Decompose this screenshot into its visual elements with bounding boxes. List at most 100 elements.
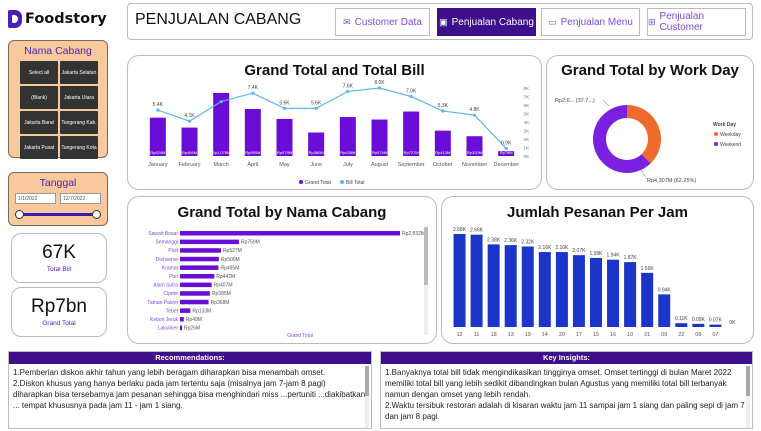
- weekend-leader-line: [602, 99, 610, 107]
- cabang-bar: [180, 308, 191, 313]
- per-jam-data-label: 2.38K: [487, 237, 501, 243]
- weekend-slice-label: Rp2,6... (37.7...): [555, 98, 595, 104]
- slicer-option[interactable]: Jakarta Pusat: [20, 136, 58, 159]
- cabang-bar: [180, 299, 209, 305]
- legend-swatch-bill-total: [340, 180, 344, 184]
- per-jam-bar: [658, 294, 671, 327]
- month-tick-label: June: [310, 162, 322, 168]
- grand-total-bar: [403, 111, 420, 156]
- grand-total-bar: [149, 117, 166, 156]
- cabang-bar: [180, 282, 212, 288]
- hour-tick-label: 11: [474, 332, 480, 338]
- hour-tick-label: 07: [712, 332, 718, 338]
- bar-data-label: Rp380M: [309, 150, 324, 155]
- slicer-option[interactable]: Tangerang Kota: [60, 136, 98, 159]
- weekend-slice: [593, 105, 651, 173]
- slicer-option[interactable]: Jakarta Selatan: [60, 61, 98, 84]
- nav-penjualan-cabang-button[interactable]: ▣ Penjualan Cabang: [437, 8, 536, 36]
- per-jam-data-label: 0.09K: [692, 317, 706, 323]
- slicer-option[interactable]: Select all: [20, 61, 58, 84]
- y2-tick-label: 8K: [523, 86, 529, 91]
- hour-tick-label: 20: [559, 332, 565, 338]
- month-tick-label: October: [433, 162, 453, 168]
- recommendations-text: 1.Pemberian diskon akhir tahun yang lebi…: [9, 364, 371, 414]
- end-date-input[interactable]: 12/7/2022: [60, 193, 101, 204]
- nama-cabang-title: Nama Cabang: [24, 45, 92, 57]
- legend-label: Weekday: [720, 132, 741, 138]
- grand-total-bar: [371, 119, 388, 156]
- bill-total-point: [377, 86, 382, 90]
- month-tick-label: November: [462, 162, 488, 168]
- legend-swatch-grand-total: [299, 180, 303, 184]
- per-jam-bar: [692, 323, 705, 327]
- legend-label: Grand Total: [305, 180, 331, 186]
- cabang-data-label: Rp368M: [211, 300, 230, 306]
- cabang-data-label: Rp133M: [192, 308, 211, 314]
- per-jam-data-label: 2.07K: [572, 248, 586, 254]
- cabang-data-label: Rp49M: [186, 317, 202, 323]
- per-jam-data-label: 1.56K: [641, 266, 655, 272]
- weekday-slice: [627, 105, 661, 164]
- hour-tick-label: 16: [610, 332, 616, 338]
- workday-chart-panel: Grand Total by Work Day Rp2,6... (37.7..…: [546, 55, 754, 190]
- cabang-data-label: Rp527M: [223, 248, 242, 254]
- per-jam-bar: [487, 244, 500, 327]
- nav-penjualan-customer-button[interactable]: ⊞ Penjualan Customer: [647, 8, 746, 36]
- bill-total-point: [409, 94, 413, 99]
- per-jam-bar: [709, 324, 722, 327]
- per-jam-bar: [521, 246, 534, 327]
- cabang-data-label: Rp385M: [212, 291, 231, 297]
- grand-total-bar: [466, 136, 483, 156]
- slicer-option[interactable]: Jakarta Barat: [20, 111, 58, 134]
- cabang-chart-title: Grand Total by Nama Cabang: [177, 204, 387, 221]
- month-tick-label: July: [343, 162, 353, 168]
- grand-total-bar: [339, 117, 356, 156]
- y2-tick-label: 3K: [523, 129, 529, 134]
- envelope-icon: ✉: [343, 16, 351, 27]
- slicer-option[interactable]: Tangerang Kab.: [60, 111, 98, 134]
- insights-title: Key Insights:: [381, 352, 752, 364]
- y2-tick-label: 7K: [523, 95, 529, 100]
- per-jam-bar: [590, 257, 602, 327]
- per-jam-data-label: 1.87K: [624, 255, 638, 261]
- nav-penjualan-menu-button[interactable]: ▭ Penjualan Menu: [541, 8, 640, 36]
- recommendations-title: Recommendations:: [9, 352, 371, 364]
- cabang-tick-label: Alam Sutra: [153, 283, 178, 289]
- legend-title: Work Day: [713, 122, 736, 128]
- bar-data-label: Rp413M: [435, 150, 450, 155]
- per-jam-bar: [470, 234, 483, 327]
- hour-tick-label: 09: [661, 332, 667, 338]
- cabang-tick-label: Kebon Jeruk: [150, 317, 179, 323]
- cabang-data-label: Rp2,832M: [402, 231, 425, 237]
- date-slider-start-handle[interactable]: [15, 210, 24, 219]
- insights-scrollbar[interactable]: [746, 366, 750, 428]
- per-jam-bar: [572, 255, 585, 327]
- hour-tick-label: 19: [525, 332, 531, 338]
- date-slider-end-handle[interactable]: [92, 210, 101, 219]
- date-slider-track[interactable]: [15, 210, 101, 219]
- slicer-option[interactable]: (Blank): [20, 86, 58, 109]
- y2-tick-label: 6K: [523, 103, 529, 108]
- cabang-data-label: Rp407M: [214, 283, 233, 289]
- bookmark-icon: ▣: [439, 16, 448, 27]
- cabang-tick-label: Dishserve: [156, 257, 178, 263]
- bar-data-label: Rp727M: [404, 150, 419, 155]
- cabang-scrollbar-thumb: [424, 227, 428, 285]
- cabang-tick-label: Cipete: [164, 291, 179, 297]
- legend-swatch-weekday: [714, 132, 718, 136]
- hour-tick-label: 13: [508, 332, 514, 338]
- slicer-option[interactable]: Jakarta Utara: [60, 86, 98, 109]
- cabang-data-label: Rp500M: [221, 257, 240, 263]
- bill-total-point: [504, 146, 508, 150]
- grand-total-bar: [434, 130, 451, 156]
- per-jam-bar: [624, 262, 637, 327]
- per-jam-data-label: 2.68K: [453, 227, 467, 233]
- cabang-tick-label: Tebet: [166, 308, 179, 314]
- bill-total-point: [219, 100, 223, 104]
- nav-customer-data-button[interactable]: ✉ Customer Data: [335, 8, 430, 36]
- cabang-tick-label: Sawah Besar: [148, 231, 178, 237]
- recommendations-scrollbar[interactable]: [365, 366, 369, 428]
- start-date-input[interactable]: 1/1/2022: [15, 193, 56, 204]
- bar-data-label: Rp579M: [372, 150, 387, 155]
- per-jam-bar: [675, 323, 688, 327]
